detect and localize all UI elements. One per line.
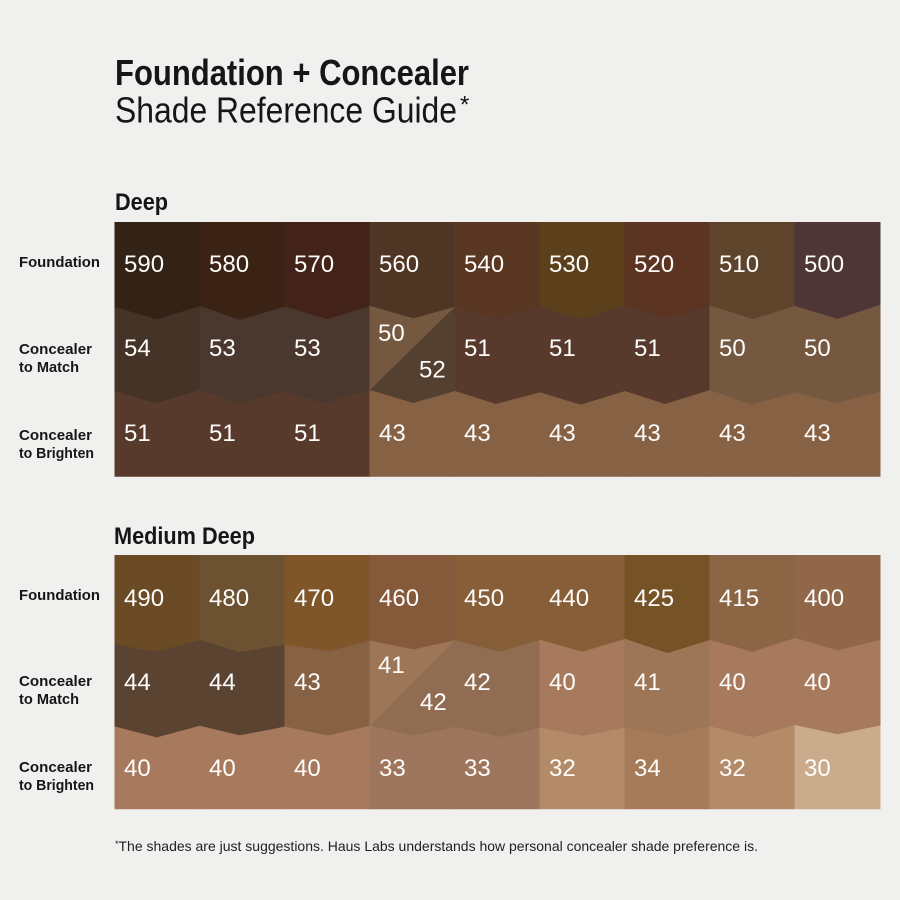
svg-text:Concealer: Concealer xyxy=(19,759,92,776)
svg-text:54: 54 xyxy=(124,335,151,362)
svg-text:53: 53 xyxy=(209,335,236,362)
svg-text:40: 40 xyxy=(124,755,151,782)
svg-text:to Match: to Match xyxy=(19,691,79,708)
svg-text:480: 480 xyxy=(209,585,249,612)
svg-text:43: 43 xyxy=(379,420,406,447)
svg-text:425: 425 xyxy=(634,585,674,612)
svg-text:51: 51 xyxy=(209,420,236,447)
svg-text:470: 470 xyxy=(294,585,334,612)
svg-text:44: 44 xyxy=(124,669,151,696)
svg-text:43: 43 xyxy=(294,669,321,696)
svg-text:32: 32 xyxy=(549,755,576,782)
svg-text:41: 41 xyxy=(378,652,405,679)
svg-text:510: 510 xyxy=(719,251,759,278)
svg-text:43: 43 xyxy=(464,420,491,447)
svg-text:590: 590 xyxy=(124,251,164,278)
svg-text:to Brighten: to Brighten xyxy=(19,777,94,794)
svg-text:530: 530 xyxy=(549,251,589,278)
svg-text:570: 570 xyxy=(294,251,334,278)
svg-text:50: 50 xyxy=(378,320,405,347)
svg-text:Deep: Deep xyxy=(115,189,168,216)
svg-text:Concealer: Concealer xyxy=(19,673,92,690)
svg-text:Medium Deep: Medium Deep xyxy=(114,523,255,550)
svg-text:Concealer: Concealer xyxy=(19,427,92,444)
svg-text:51: 51 xyxy=(124,420,151,447)
svg-text:40: 40 xyxy=(209,755,236,782)
svg-text:32: 32 xyxy=(719,755,746,782)
svg-text:400: 400 xyxy=(804,585,844,612)
svg-text:Concealer: Concealer xyxy=(19,341,92,358)
svg-text:40: 40 xyxy=(549,669,576,696)
svg-text:415: 415 xyxy=(719,585,759,612)
svg-text:490: 490 xyxy=(124,585,164,612)
svg-text:33: 33 xyxy=(464,755,491,782)
svg-text:to Match: to Match xyxy=(19,359,79,376)
svg-text:33: 33 xyxy=(379,755,406,782)
svg-text:450: 450 xyxy=(464,585,504,612)
svg-text:43: 43 xyxy=(634,420,661,447)
svg-text:41: 41 xyxy=(634,669,661,696)
svg-text:560: 560 xyxy=(379,251,419,278)
svg-text:34: 34 xyxy=(634,755,661,782)
svg-text:51: 51 xyxy=(294,420,321,447)
svg-text:40: 40 xyxy=(804,669,831,696)
svg-text:Foundation: Foundation xyxy=(19,587,100,604)
svg-text:460: 460 xyxy=(379,585,419,612)
svg-text:520: 520 xyxy=(634,251,674,278)
svg-text:52: 52 xyxy=(419,357,446,384)
svg-text:Foundation + Concealer: Foundation + Concealer xyxy=(115,52,469,93)
svg-text:43: 43 xyxy=(804,420,831,447)
svg-text:40: 40 xyxy=(294,755,321,782)
svg-text:580: 580 xyxy=(209,251,249,278)
svg-text:51: 51 xyxy=(634,335,661,362)
svg-text:30: 30 xyxy=(804,755,831,782)
svg-text:42: 42 xyxy=(420,689,447,716)
svg-text:42: 42 xyxy=(464,669,491,696)
svg-text:43: 43 xyxy=(719,420,746,447)
svg-text:440: 440 xyxy=(549,585,589,612)
svg-text:51: 51 xyxy=(549,335,576,362)
svg-text:40: 40 xyxy=(719,669,746,696)
svg-text:51: 51 xyxy=(464,335,491,362)
svg-text:50: 50 xyxy=(804,335,831,362)
svg-text:Shade Reference Guide: Shade Reference Guide xyxy=(115,90,457,131)
svg-text:500: 500 xyxy=(804,251,844,278)
svg-text:53: 53 xyxy=(294,335,321,362)
svg-text:50: 50 xyxy=(719,335,746,362)
svg-text:*: * xyxy=(460,92,469,119)
svg-text:43: 43 xyxy=(549,420,576,447)
svg-text:540: 540 xyxy=(464,251,504,278)
svg-text:Foundation: Foundation xyxy=(19,254,100,271)
svg-text:to Brighten: to Brighten xyxy=(19,445,94,462)
svg-text:44: 44 xyxy=(209,669,236,696)
svg-text:*The shades are just suggestio: *The shades are just suggestions. Haus L… xyxy=(115,838,758,854)
